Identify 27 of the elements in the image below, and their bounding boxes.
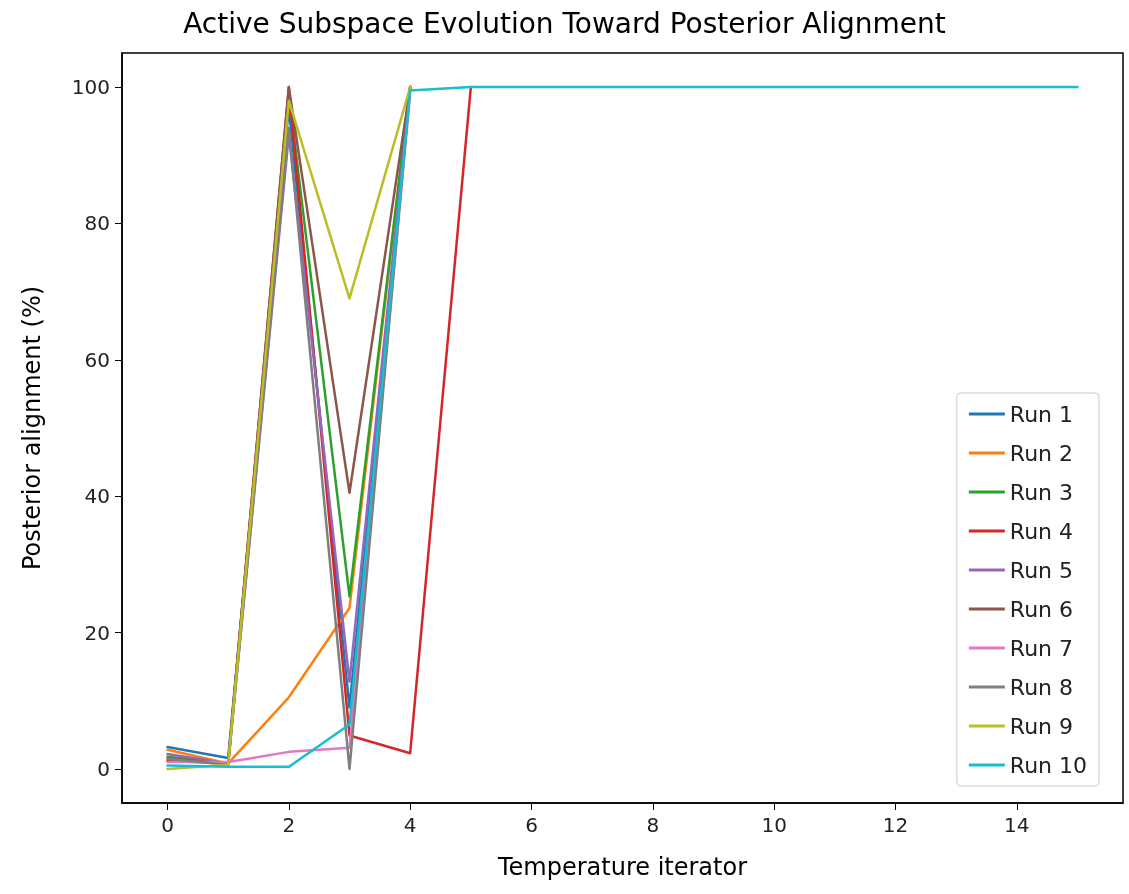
x-tick-label: 2 xyxy=(282,813,296,837)
y-tick-label: 80 xyxy=(84,211,110,236)
legend-label: Run 10 xyxy=(1009,752,1087,778)
y-tick-label: 0 xyxy=(97,756,110,781)
legend-label: Run 4 xyxy=(1009,518,1074,544)
y-axis-title: Posterior alignment (%) xyxy=(18,285,46,571)
y-tick-label: 20 xyxy=(84,620,110,645)
chart-title: Active Subspace Evolution Toward Posterior Alignment xyxy=(183,6,946,40)
x-tick-label: 10 xyxy=(761,813,787,837)
x-tick-label: 0 xyxy=(161,813,174,837)
y-tick-label: 40 xyxy=(84,484,110,509)
legend-label: Run 3 xyxy=(1009,479,1074,505)
x-tick-label: 12 xyxy=(882,813,909,837)
legend-label: Run 8 xyxy=(1009,674,1074,700)
x-tick-label: 6 xyxy=(525,813,538,837)
legend-label: Run 1 xyxy=(1009,401,1074,427)
x-tick-label: 8 xyxy=(646,813,660,837)
legend-label: Run 5 xyxy=(1009,557,1074,583)
legend-label: Run 2 xyxy=(1009,440,1074,466)
x-tick-label: 14 xyxy=(1004,813,1030,837)
x-tick-label: 4 xyxy=(403,813,417,837)
y-tick-label: 60 xyxy=(84,347,110,372)
legend-label: Run 7 xyxy=(1009,635,1074,661)
y-tick-label: 100 xyxy=(71,75,110,100)
legend-label: Run 9 xyxy=(1009,713,1074,739)
x-axis-title: Temperature iterator xyxy=(496,853,748,881)
legend-label: Run 6 xyxy=(1009,596,1074,622)
